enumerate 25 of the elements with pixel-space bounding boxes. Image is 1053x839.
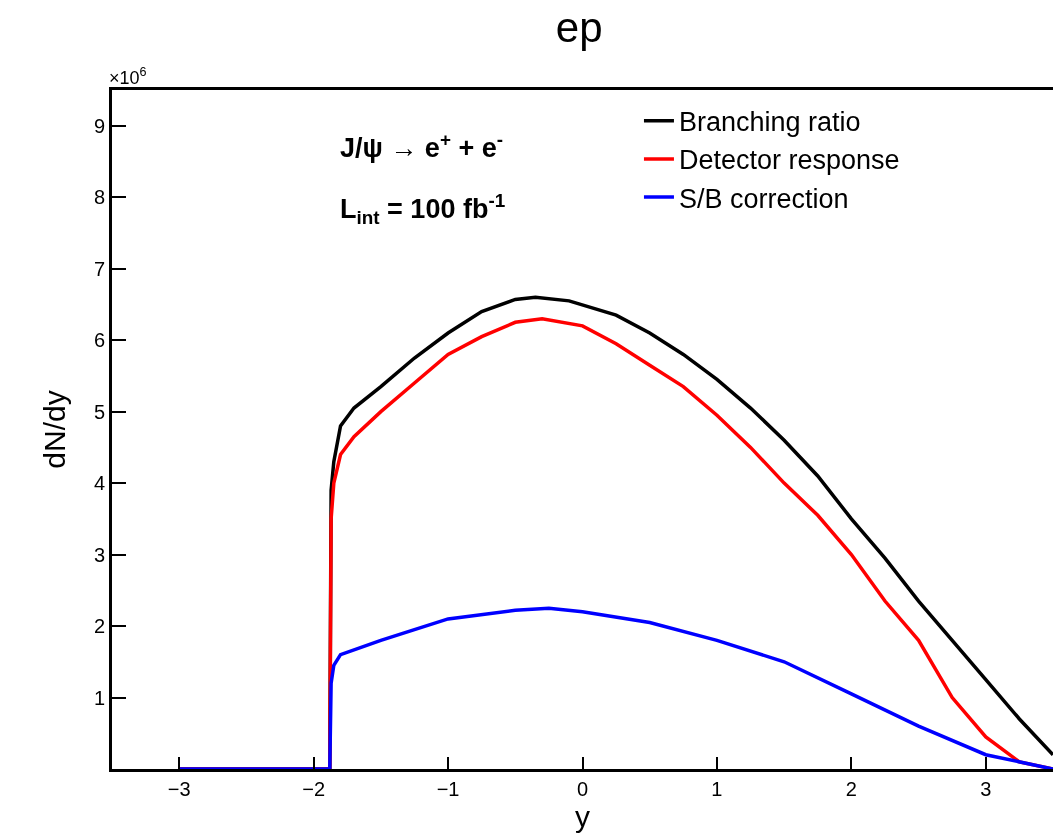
y-tick-label: 9 — [93, 114, 105, 137]
x-tick-label: −2 — [302, 778, 326, 800]
x-axis-title: y — [575, 800, 590, 833]
annotation: L$_{int}$ = 100 fb$^{-1}$ — [340, 190, 506, 229]
x-tick-label: −1 — [436, 778, 460, 800]
chart-title: ep — [555, 3, 603, 51]
x-tick-label: 1 — [711, 778, 723, 800]
legend-label: S/B correction — [678, 183, 849, 214]
y-tick-label: 1 — [93, 686, 105, 709]
text: ×10$^{6}$ — [109, 65, 147, 88]
y-tick-label: 4 — [93, 472, 105, 495]
legend-label: Detector response — [678, 145, 900, 176]
y-tick-label: 6 — [93, 329, 105, 352]
y-tick-label: 5 — [93, 400, 105, 423]
y-tick-label: 3 — [93, 543, 105, 566]
y-tick-label: 2 — [93, 615, 105, 638]
y-tick-label: 8 — [93, 186, 105, 209]
legend-label: Branching ratio — [678, 107, 861, 138]
y-axis-title: dN/dy — [37, 390, 71, 469]
x-tick-label: 2 — [845, 778, 857, 800]
y-tick-label: 7 — [93, 257, 105, 280]
x-tick-label: −3 — [167, 778, 191, 800]
annotation: J/ψ → e$^{+}$ + e$^{-}$ — [340, 129, 504, 164]
x-tick-label: 0 — [576, 778, 589, 800]
x-tick-label: 3 — [980, 778, 992, 800]
